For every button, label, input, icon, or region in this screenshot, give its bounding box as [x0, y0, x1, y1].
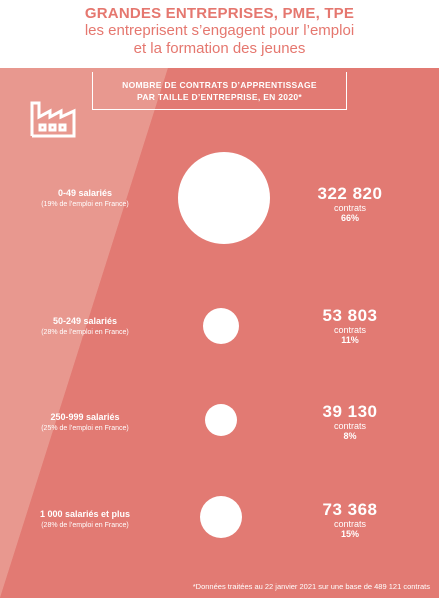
subheadline-line-1: les entreprisent s’engagent pour l’emplo…	[84, 22, 355, 39]
contract-unit: contrats	[333, 519, 366, 529]
employment-share: (25% de l’emploi en France)	[41, 425, 129, 432]
size-label: 50-249 salariés (28% de l’emploi en Fran…	[10, 316, 160, 336]
size-label: 1 000 salariés et plus (28% de l’emploi …	[10, 509, 160, 529]
headline: GRANDES ENTREPRISES, PME, TPE	[84, 5, 355, 22]
contract-value: 322 820 contrats 66%	[300, 184, 400, 223]
subheadline-line-2: et la formation des jeunes	[133, 40, 306, 57]
contract-value: 73 368 contrats 15%	[300, 500, 400, 539]
contract-count: 53 803	[322, 306, 378, 325]
size-category: 1 000 salariés et plus	[39, 509, 131, 519]
chart-title-box: NOMBRE DE CONTRATS D’APPRENTISSAGE PAR T…	[92, 72, 347, 110]
contract-percent: 8%	[343, 431, 357, 441]
contract-count: 39 130	[322, 402, 378, 421]
share-circle-1000-plus	[200, 496, 242, 538]
contract-percent: 66%	[340, 213, 359, 223]
factory-icon	[30, 101, 76, 138]
size-category: 0-49 salariés	[57, 188, 113, 198]
contract-percent: 15%	[340, 529, 359, 539]
share-circle-50-249	[203, 308, 239, 344]
contract-value: 53 803 contrats 11%	[300, 306, 400, 345]
contract-unit: contrats	[333, 421, 366, 431]
share-circle-0-49	[178, 152, 270, 244]
size-category: 250-999 salariés	[50, 412, 120, 422]
contract-value: 39 130 contrats 8%	[300, 402, 400, 441]
contract-unit: contrats	[333, 203, 366, 213]
chart-title-line-2: PAR TAILLE D’ENTREPRISE, EN 2020*	[137, 92, 302, 102]
footnote: *Données traitées au 22 janvier 2021 sur…	[192, 582, 430, 591]
contract-unit: contrats	[333, 325, 366, 335]
contract-count: 73 368	[322, 500, 378, 519]
header: GRANDES ENTREPRISES, PME, TPE les entrep…	[0, 0, 439, 70]
share-circle-250-999	[205, 404, 237, 436]
size-label: 0-49 salariés (19% de l’emploi en France…	[10, 188, 160, 208]
employment-share: (28% de l’emploi en France)	[41, 522, 129, 529]
contract-count: 322 820	[317, 184, 383, 203]
content-panel: NOMBRE DE CONTRATS D’APPRENTISSAGE PAR T…	[0, 68, 439, 598]
chart-title-line-1: NOMBRE DE CONTRATS D’APPRENTISSAGE	[122, 80, 317, 90]
size-label: 250-999 salariés (25% de l’emploi en Fra…	[10, 412, 160, 432]
size-category: 50-249 salariés	[52, 316, 118, 326]
employment-share: (19% de l’emploi en France)	[41, 201, 129, 208]
contract-percent: 11%	[341, 335, 359, 345]
employment-share: (28% de l’emploi en France)	[41, 329, 129, 336]
